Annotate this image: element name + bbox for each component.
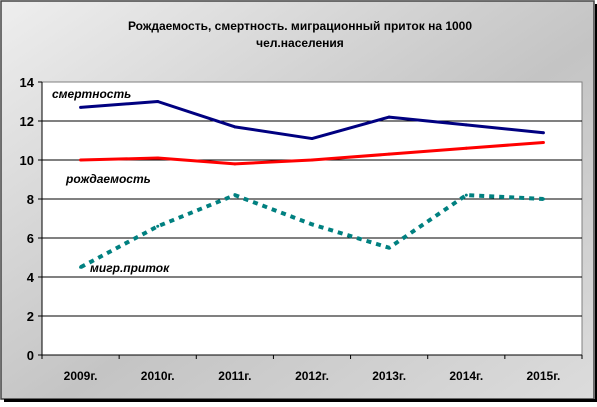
- series-label-1: рождаемость: [65, 172, 151, 186]
- plot-area: [41, 81, 583, 356]
- x-axis: 2009г. 2010г. 2011г. 2012г. 2013г. 2014г. 2015…: [41, 354, 583, 383]
- y-axis: 0 2 4 6 8 10 12 14: [20, 75, 43, 363]
- y-tick-label: 10: [20, 153, 34, 168]
- x-tick-label: 2015г.: [527, 369, 561, 383]
- data-point: [310, 137, 314, 141]
- data-point: [387, 115, 391, 119]
- y-tick-label: 14: [20, 75, 35, 90]
- x-tick-label: 2009г.: [64, 369, 98, 383]
- data-point: [541, 140, 545, 144]
- chart-outer-shadow-bottom: [4, 399, 597, 402]
- x-tick-label: 2010г.: [141, 369, 175, 383]
- data-point: [156, 100, 160, 103]
- chart-title-line1: Рождаемость, смертность. миграционный пр…: [128, 19, 472, 33]
- data-point: [79, 105, 83, 109]
- data-point: [541, 131, 545, 135]
- x-tick-label: 2013г.: [372, 369, 406, 383]
- data-point: [387, 152, 391, 156]
- data-point: [156, 224, 160, 228]
- y-tick-label: 6: [27, 231, 34, 246]
- x-tick-label: 2014г.: [449, 369, 483, 383]
- data-point: [464, 146, 468, 150]
- y-tick-label: 8: [27, 192, 34, 207]
- data-point: [310, 222, 314, 226]
- series-labels: смертность рождаемость мигр.приток: [52, 87, 170, 275]
- y-tick-label: 2: [27, 309, 34, 324]
- data-point: [387, 246, 391, 250]
- x-tick-label: 2012г.: [295, 369, 329, 383]
- series-label-0: смертность: [52, 87, 131, 101]
- series-label-2: мигр.приток: [90, 261, 170, 275]
- data-point: [464, 123, 468, 127]
- data-point: [79, 158, 83, 162]
- y-tick-label: 0: [27, 348, 34, 363]
- data-point: [156, 156, 160, 160]
- data-point: [310, 158, 314, 162]
- data-point: [233, 125, 237, 129]
- y-tick-label: 12: [20, 114, 34, 129]
- x-tick-label: 2011г.: [218, 369, 251, 383]
- data-point: [541, 197, 545, 201]
- data-point: [233, 162, 237, 166]
- chart-title-line2: чел.населения: [256, 36, 344, 50]
- y-tick-label: 4: [27, 270, 35, 285]
- data-point: [233, 193, 237, 197]
- series-lines: [79, 100, 545, 270]
- data-point: [464, 193, 468, 197]
- chart-outer-shadow: [595, 4, 597, 401]
- data-point: [79, 265, 83, 269]
